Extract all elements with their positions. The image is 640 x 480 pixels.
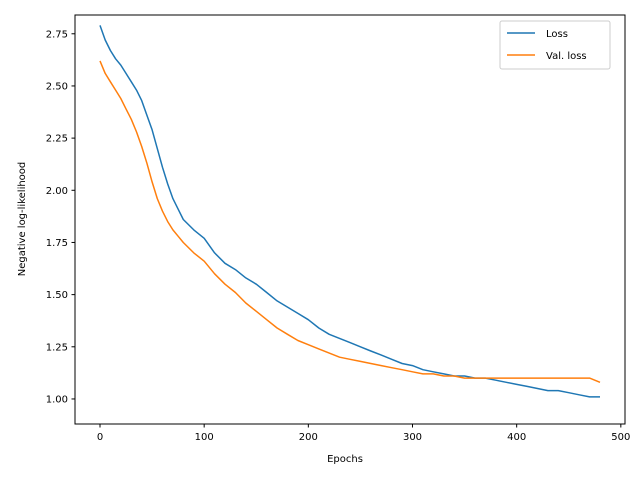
x-tick-label: 200 [299,432,318,443]
x-tick-label: 400 [507,432,526,443]
y-tick-label: 1.75 [46,238,68,249]
x-tick-label: 300 [403,432,422,443]
series-line-loss [99,25,600,398]
legend: Loss Val. loss [499,20,611,70]
x-tick-label: 100 [195,432,214,443]
y-tick-label: 1.25 [46,342,68,353]
x-tick-label: 0 [97,432,103,443]
axes-frame [74,14,626,425]
y-tick-label: 2.25 [46,134,68,145]
x-tick-label: 500 [611,432,630,443]
plot-area [74,14,626,425]
series-layer [99,25,601,398]
legend-label-loss: Loss [546,29,568,40]
y-ticks: 1.00 1.25 1.50 1.75 2.00 2.25 2.50 2.75 [46,29,75,405]
legend-label-val-loss: Val. loss [546,51,587,62]
y-tick-label: 2.75 [46,29,68,40]
y-axis-label: Negative log-likelihood [17,162,28,277]
y-tick-label: 2.00 [46,186,68,197]
x-axis-label: Epochs [327,454,363,465]
series-line-val-loss [99,60,601,383]
y-tick-label: 1.50 [46,290,68,301]
y-tick-label: 2.50 [46,81,68,92]
x-ticks: 0 100 200 300 400 500 [97,424,630,443]
y-tick-label: 1.00 [46,394,68,405]
